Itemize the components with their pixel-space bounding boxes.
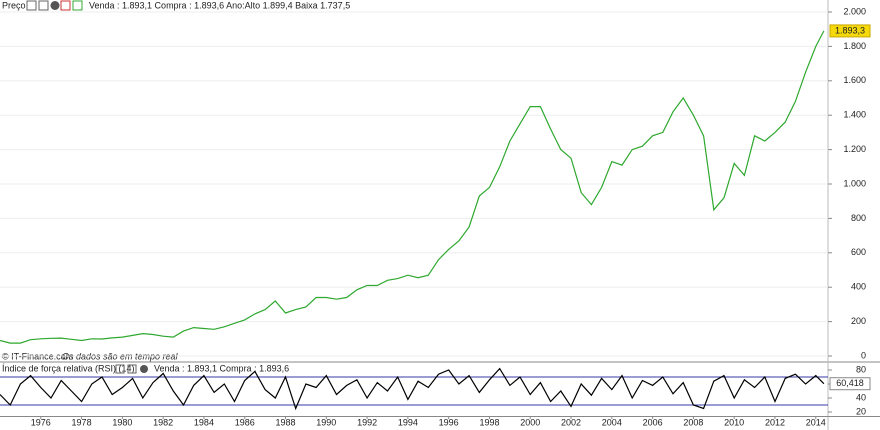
x-tick-label: 2000: [520, 417, 540, 427]
x-tick-label: 2014: [806, 417, 826, 427]
series-line: [0, 367, 825, 411]
x-tick-label: 1988: [276, 417, 296, 427]
rsi-title: Índice de força relativa (RSI) (14): [2, 363, 135, 373]
x-tick-label: 2004: [602, 417, 622, 427]
rsi-quote: Venda : 1.893,1 Compra : 1.893,6: [154, 363, 289, 373]
icon-window[interactable]: [38, 0, 49, 11]
x-tick-label: 1978: [72, 417, 92, 427]
x-tick-label: 1984: [194, 417, 214, 427]
x-tick-label: 1998: [479, 417, 499, 427]
x-tick-label: 1982: [153, 417, 173, 427]
x-tick-label: 1990: [316, 417, 336, 427]
x-tick-label: 1994: [398, 417, 418, 427]
y-tick-label: 400: [851, 282, 866, 292]
x-tick-label: 1996: [439, 417, 459, 427]
y-tick-label: 1.400: [843, 110, 866, 120]
x-tick-label: 2010: [724, 417, 744, 427]
icon-up[interactable]: [72, 0, 83, 11]
icon-down[interactable]: [60, 0, 71, 11]
icon-close[interactable]: [140, 365, 148, 373]
price-title: Preço: [2, 0, 26, 10]
x-tick-label: 1976: [31, 417, 51, 427]
x-tick-label: 2008: [683, 417, 703, 427]
y-tick-label: 2.000: [843, 6, 866, 16]
x-tick-label: 1980: [112, 417, 132, 427]
y-tick-label: 1.600: [843, 75, 866, 85]
y-tick-label: 40: [856, 392, 866, 402]
y-tick-label: 200: [851, 316, 866, 326]
icon-close[interactable]: [50, 1, 60, 10]
y-tick-label: 20: [856, 406, 866, 416]
icon-window[interactable]: [127, 364, 137, 374]
y-tick-label: 1.800: [843, 41, 866, 51]
y-tick-label: 1.000: [843, 178, 866, 188]
y-tick-label: 600: [851, 247, 866, 257]
x-tick-label: 1992: [357, 417, 377, 427]
x-tick-label: 2012: [765, 417, 785, 427]
last-value-label: 60,418: [836, 378, 864, 388]
x-tick-label: 2006: [643, 417, 663, 427]
last-value-tag: [829, 377, 871, 391]
y-tick-label: 0: [861, 350, 866, 360]
toolbar-icons[interactable]: [26, 0, 83, 11]
price-quote: Venda : 1.893,1 Compra : 1.893,6 Ano:Alt…: [89, 0, 350, 10]
series-line: [0, 30, 825, 344]
x-tick-label: 2002: [561, 417, 581, 427]
rsi-toolbar-icons[interactable]: [115, 364, 148, 374]
x-tick-label: 1986: [235, 417, 255, 427]
y-tick-label: 1.200: [843, 144, 866, 154]
y-tick-label: 80: [856, 364, 866, 374]
icon-settings[interactable]: [115, 364, 125, 374]
last-value-tag: [829, 24, 871, 38]
y-tick-label: 800: [851, 213, 866, 223]
icon-settings[interactable]: [26, 0, 37, 11]
last-value-label: 1.893,3: [835, 25, 865, 35]
